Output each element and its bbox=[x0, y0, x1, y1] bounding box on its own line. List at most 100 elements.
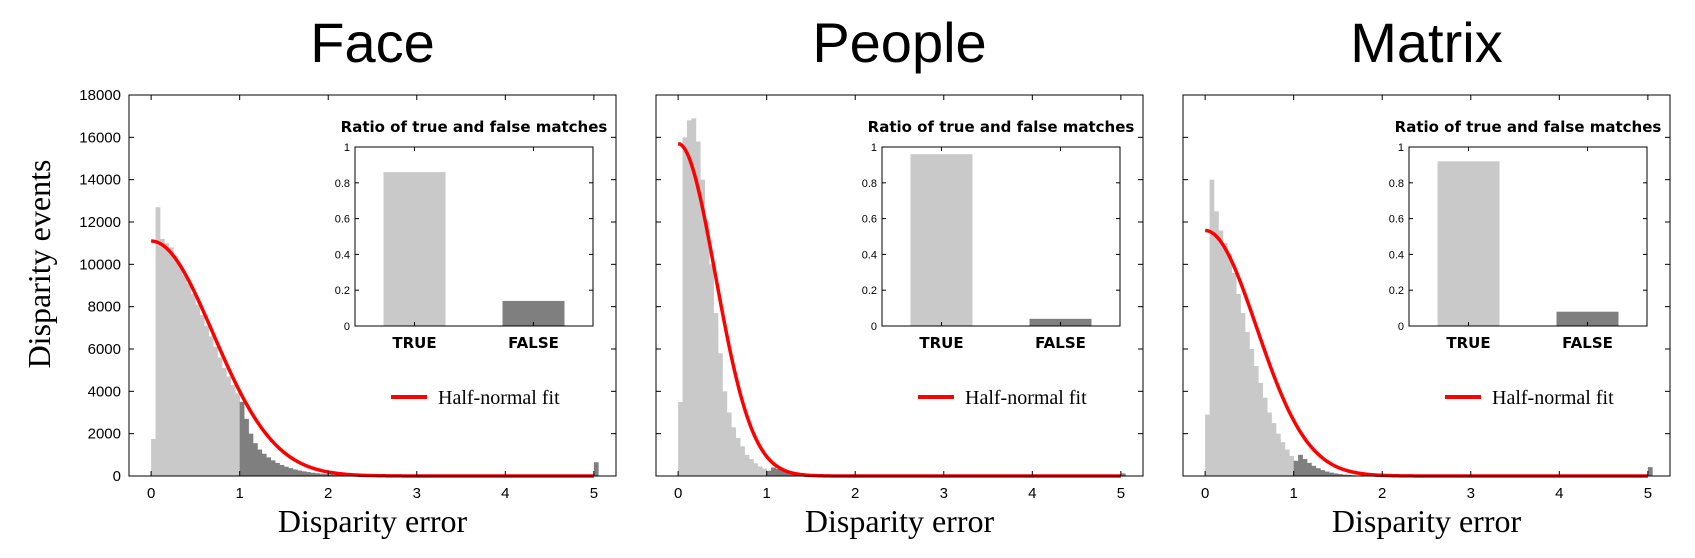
histogram-bar bbox=[213, 346, 218, 476]
x-tick-label: 2 bbox=[324, 485, 332, 502]
histogram-bar bbox=[1249, 349, 1255, 476]
x-axis-label: Disparity error bbox=[805, 503, 995, 539]
histogram-bar bbox=[682, 137, 688, 476]
x-axis-label: Disparity error bbox=[278, 503, 468, 539]
inset-y-tick-label: 1 bbox=[871, 142, 877, 154]
histogram-bar bbox=[722, 391, 728, 476]
x-tick-label: 1 bbox=[236, 485, 244, 502]
inset-title: Ratio of true and false matches bbox=[868, 118, 1135, 136]
histogram-bar bbox=[252, 443, 258, 476]
inset-y-tick-label: 0.8 bbox=[862, 178, 877, 190]
inset-y-tick-label: 0.4 bbox=[335, 249, 350, 261]
plot-frame bbox=[1182, 94, 1671, 477]
histogram-bar bbox=[261, 453, 267, 476]
histogram-bar bbox=[784, 471, 790, 476]
histogram-bar bbox=[1227, 253, 1233, 476]
histogram-bar bbox=[1275, 433, 1281, 476]
inset-chart: Ratio of true and false matches TRUE FALSE… bbox=[862, 118, 1135, 352]
histogram-bar bbox=[1306, 462, 1312, 476]
chart-panel-face: Face 0 2000 4000 6000 8000 10000 12000 14000 1600… bbox=[79, 11, 617, 539]
histogram-bar bbox=[1298, 454, 1303, 476]
x-tick-label: 0 bbox=[147, 485, 155, 502]
inset-y-tick-label: 0.4 bbox=[1389, 249, 1404, 261]
chart-panel-people: People 0 1 2 3 4 5 Disparity error Half-normal f… bbox=[655, 11, 1144, 539]
histogram-bar bbox=[740, 446, 745, 476]
inset-y-tick-label: 1 bbox=[344, 142, 350, 154]
inset-bar-true bbox=[383, 172, 446, 326]
histogram-bar bbox=[1222, 243, 1228, 476]
histogram-bar bbox=[235, 393, 241, 476]
histogram-bar bbox=[731, 427, 737, 476]
histogram-bar bbox=[1302, 459, 1308, 476]
histogram-bar bbox=[332, 474, 338, 476]
histogram-bar bbox=[779, 470, 785, 476]
histogram-bar bbox=[1209, 179, 1215, 477]
inset-chart: Ratio of true and false matches TRUE FALSE… bbox=[1389, 118, 1662, 352]
histogram-bar bbox=[726, 412, 732, 476]
histogram-bar bbox=[1337, 474, 1343, 476]
inset-category-label: FALSE bbox=[1562, 334, 1613, 352]
histogram-bar bbox=[1231, 272, 1237, 476]
histogram-bar bbox=[762, 468, 768, 476]
histogram-bar bbox=[1311, 465, 1317, 476]
histogram-bar bbox=[686, 120, 692, 477]
inset-y-tick-label: 0.6 bbox=[335, 214, 350, 226]
histogram-bar bbox=[323, 474, 329, 476]
histogram-bar bbox=[1342, 474, 1348, 476]
histogram-bar bbox=[248, 433, 254, 476]
inset-y-tick-label: 0.8 bbox=[1389, 178, 1404, 190]
x-tick-label: 4 bbox=[1028, 485, 1036, 502]
x-tick-label: 0 bbox=[674, 485, 682, 502]
chart-title: People bbox=[812, 11, 986, 74]
histogram-bar bbox=[695, 141, 701, 476]
histogram-bar bbox=[1267, 412, 1272, 476]
inset-category-label: FALSE bbox=[1035, 334, 1086, 352]
y-tick-label: 16000 bbox=[79, 129, 121, 146]
histogram-bar bbox=[1120, 473, 1126, 476]
histogram-bar bbox=[713, 313, 719, 476]
histogram-bar bbox=[221, 368, 227, 476]
x-tick-label: 5 bbox=[1644, 485, 1652, 502]
histogram-bar bbox=[1329, 472, 1334, 476]
x-tick-label: 2 bbox=[1378, 485, 1386, 502]
x-tick-label: 3 bbox=[940, 485, 948, 502]
histogram-bar bbox=[700, 179, 706, 477]
histogram-bar bbox=[306, 472, 311, 476]
x-tick-label: 3 bbox=[413, 485, 421, 502]
histogram-bar bbox=[155, 207, 161, 476]
histogram-bar bbox=[257, 449, 263, 476]
x-tick-label: 4 bbox=[1555, 485, 1563, 502]
histogram-bar bbox=[717, 353, 723, 476]
histogram-bar bbox=[1244, 332, 1250, 476]
y-tick-label: 10000 bbox=[79, 256, 121, 273]
inset-title: Ratio of true and false matches bbox=[341, 118, 608, 136]
inset-category-label: TRUE bbox=[919, 334, 963, 352]
y-tick-label: 2000 bbox=[88, 426, 121, 443]
legend-label: Half-normal fit bbox=[1492, 387, 1614, 409]
histogram-bar bbox=[230, 384, 236, 476]
histogram-bar bbox=[217, 357, 223, 476]
histogram-bar bbox=[164, 243, 170, 476]
histogram-bar bbox=[691, 118, 697, 476]
histogram-bar bbox=[748, 459, 754, 476]
histogram-bar bbox=[204, 325, 210, 476]
legend: Half-normal fit bbox=[391, 387, 560, 409]
legend-label: Half-normal fit bbox=[438, 387, 560, 409]
histogram-bar bbox=[266, 457, 272, 476]
inset-y-tick-label: 0 bbox=[1398, 321, 1404, 333]
histogram-bar bbox=[279, 464, 285, 476]
histogram-bar bbox=[186, 283, 192, 476]
inset-y-tick-label: 0.2 bbox=[1389, 285, 1404, 297]
histogram-bar bbox=[270, 460, 276, 476]
histogram-bar bbox=[310, 472, 316, 476]
x-tick-label: 5 bbox=[590, 485, 598, 502]
inset-bar-false bbox=[1556, 311, 1619, 326]
histogram-bar bbox=[173, 255, 179, 476]
histogram-bar bbox=[328, 474, 334, 476]
inset-title: Ratio of true and false matches bbox=[1395, 118, 1662, 136]
inset-bar-true bbox=[1437, 161, 1500, 326]
x-tick-label: 2 bbox=[851, 485, 859, 502]
histogram-bar bbox=[1205, 414, 1210, 476]
inset-category-label: TRUE bbox=[1446, 334, 1490, 352]
